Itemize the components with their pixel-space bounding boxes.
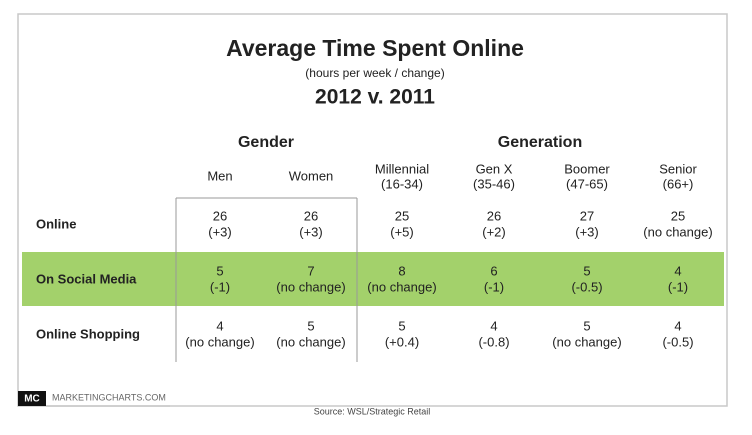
logo: MC [24, 394, 40, 405]
cell: 8 [398, 263, 405, 278]
column-header: Gen X [476, 161, 513, 176]
cell: 5 [398, 318, 405, 333]
cell: (+3) [299, 224, 322, 239]
column-header: Women [289, 168, 334, 183]
group-header: Generation [498, 134, 582, 151]
highlight-row [22, 252, 724, 306]
cell: 5 [583, 263, 590, 278]
cell: 5 [307, 318, 314, 333]
cell: 26 [487, 208, 501, 223]
cell: (no change) [643, 224, 712, 239]
brand: MARKETINGCHARTS.COM [52, 392, 166, 402]
frame [17, 13, 728, 407]
cell: 4 [674, 318, 681, 333]
cell: 26 [213, 208, 227, 223]
cell: (+3) [208, 224, 231, 239]
column-header: (16-34) [381, 176, 423, 191]
group-header: Gender [238, 134, 294, 151]
cell: (+0.4) [385, 334, 419, 349]
cell: (-0.5) [662, 334, 693, 349]
column-header: Millennial [375, 161, 429, 176]
logo-box [18, 391, 46, 406]
column-header: Boomer [564, 161, 610, 176]
cell: 27 [580, 208, 594, 223]
title: Average Time Spent Online [226, 35, 524, 61]
source: Source: WSL/Strategic Retail [314, 406, 431, 416]
cell: (-1) [668, 279, 688, 294]
cell: (+3) [575, 224, 598, 239]
cell: (no change) [276, 279, 345, 294]
row-label: Online [36, 216, 76, 231]
column-header: Senior [659, 161, 697, 176]
column-header: Men [207, 168, 232, 183]
period: 2012 v. 2011 [315, 86, 435, 109]
cell: 26 [304, 208, 318, 223]
cell: 25 [395, 208, 409, 223]
cell: 25 [671, 208, 685, 223]
subtitle: (hours per week / change) [305, 66, 444, 80]
cell: (+5) [390, 224, 413, 239]
cell: 6 [490, 263, 497, 278]
cell: 4 [216, 318, 223, 333]
cell: (+2) [482, 224, 505, 239]
cell: (no change) [185, 334, 254, 349]
cell: (-1) [210, 279, 230, 294]
column-header: (47-65) [566, 176, 608, 191]
column-header: (35-46) [473, 176, 515, 191]
cell: 5 [216, 263, 223, 278]
row-label: On Social Media [36, 271, 137, 286]
cell: 4 [490, 318, 497, 333]
cell: (no change) [367, 279, 436, 294]
cell: (-1) [484, 279, 504, 294]
column-header: (66+) [663, 176, 694, 191]
cell: (no change) [276, 334, 345, 349]
cell: (no change) [552, 334, 621, 349]
cell: 4 [674, 263, 681, 278]
cell: (-0.8) [478, 334, 509, 349]
cell: (-0.5) [571, 279, 602, 294]
cell: 5 [583, 318, 590, 333]
row-label: Online Shopping [36, 326, 140, 341]
cell: 7 [307, 263, 314, 278]
